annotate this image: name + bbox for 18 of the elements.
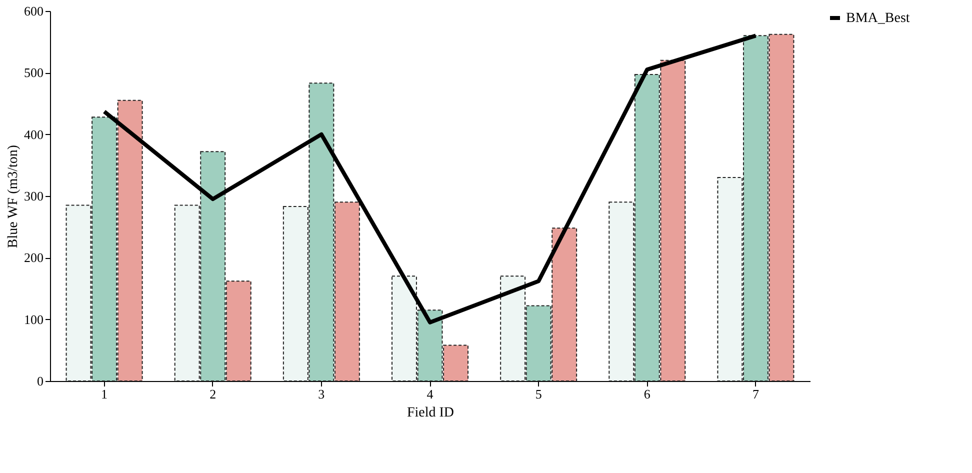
x-tick-label: 2 bbox=[210, 386, 216, 402]
x-tick-label: 5 bbox=[535, 386, 542, 402]
x-tick-label: 6 bbox=[644, 386, 651, 402]
x-tick-label: 1 bbox=[101, 386, 108, 402]
y-tick-label: 0 bbox=[37, 374, 44, 388]
y-tick-label: 600 bbox=[24, 4, 44, 18]
x-tick-label: 4 bbox=[426, 386, 434, 402]
x-tick-label: 7 bbox=[752, 386, 760, 402]
y-tick-label: 100 bbox=[24, 312, 44, 327]
y-tick-label: 400 bbox=[24, 126, 44, 142]
x-tick-label: 3 bbox=[318, 386, 325, 402]
y-axis-title: Blue WF (m3/ton) bbox=[6, 144, 21, 248]
y-tick-label: 500 bbox=[24, 65, 44, 80]
line-series bbox=[102, 34, 758, 324]
legend-label: BMA_Best bbox=[846, 11, 910, 26]
y-tick-label: 300 bbox=[24, 188, 44, 204]
x-axis-title: Field ID bbox=[406, 406, 454, 420]
y-tick-label: 200 bbox=[24, 250, 44, 266]
